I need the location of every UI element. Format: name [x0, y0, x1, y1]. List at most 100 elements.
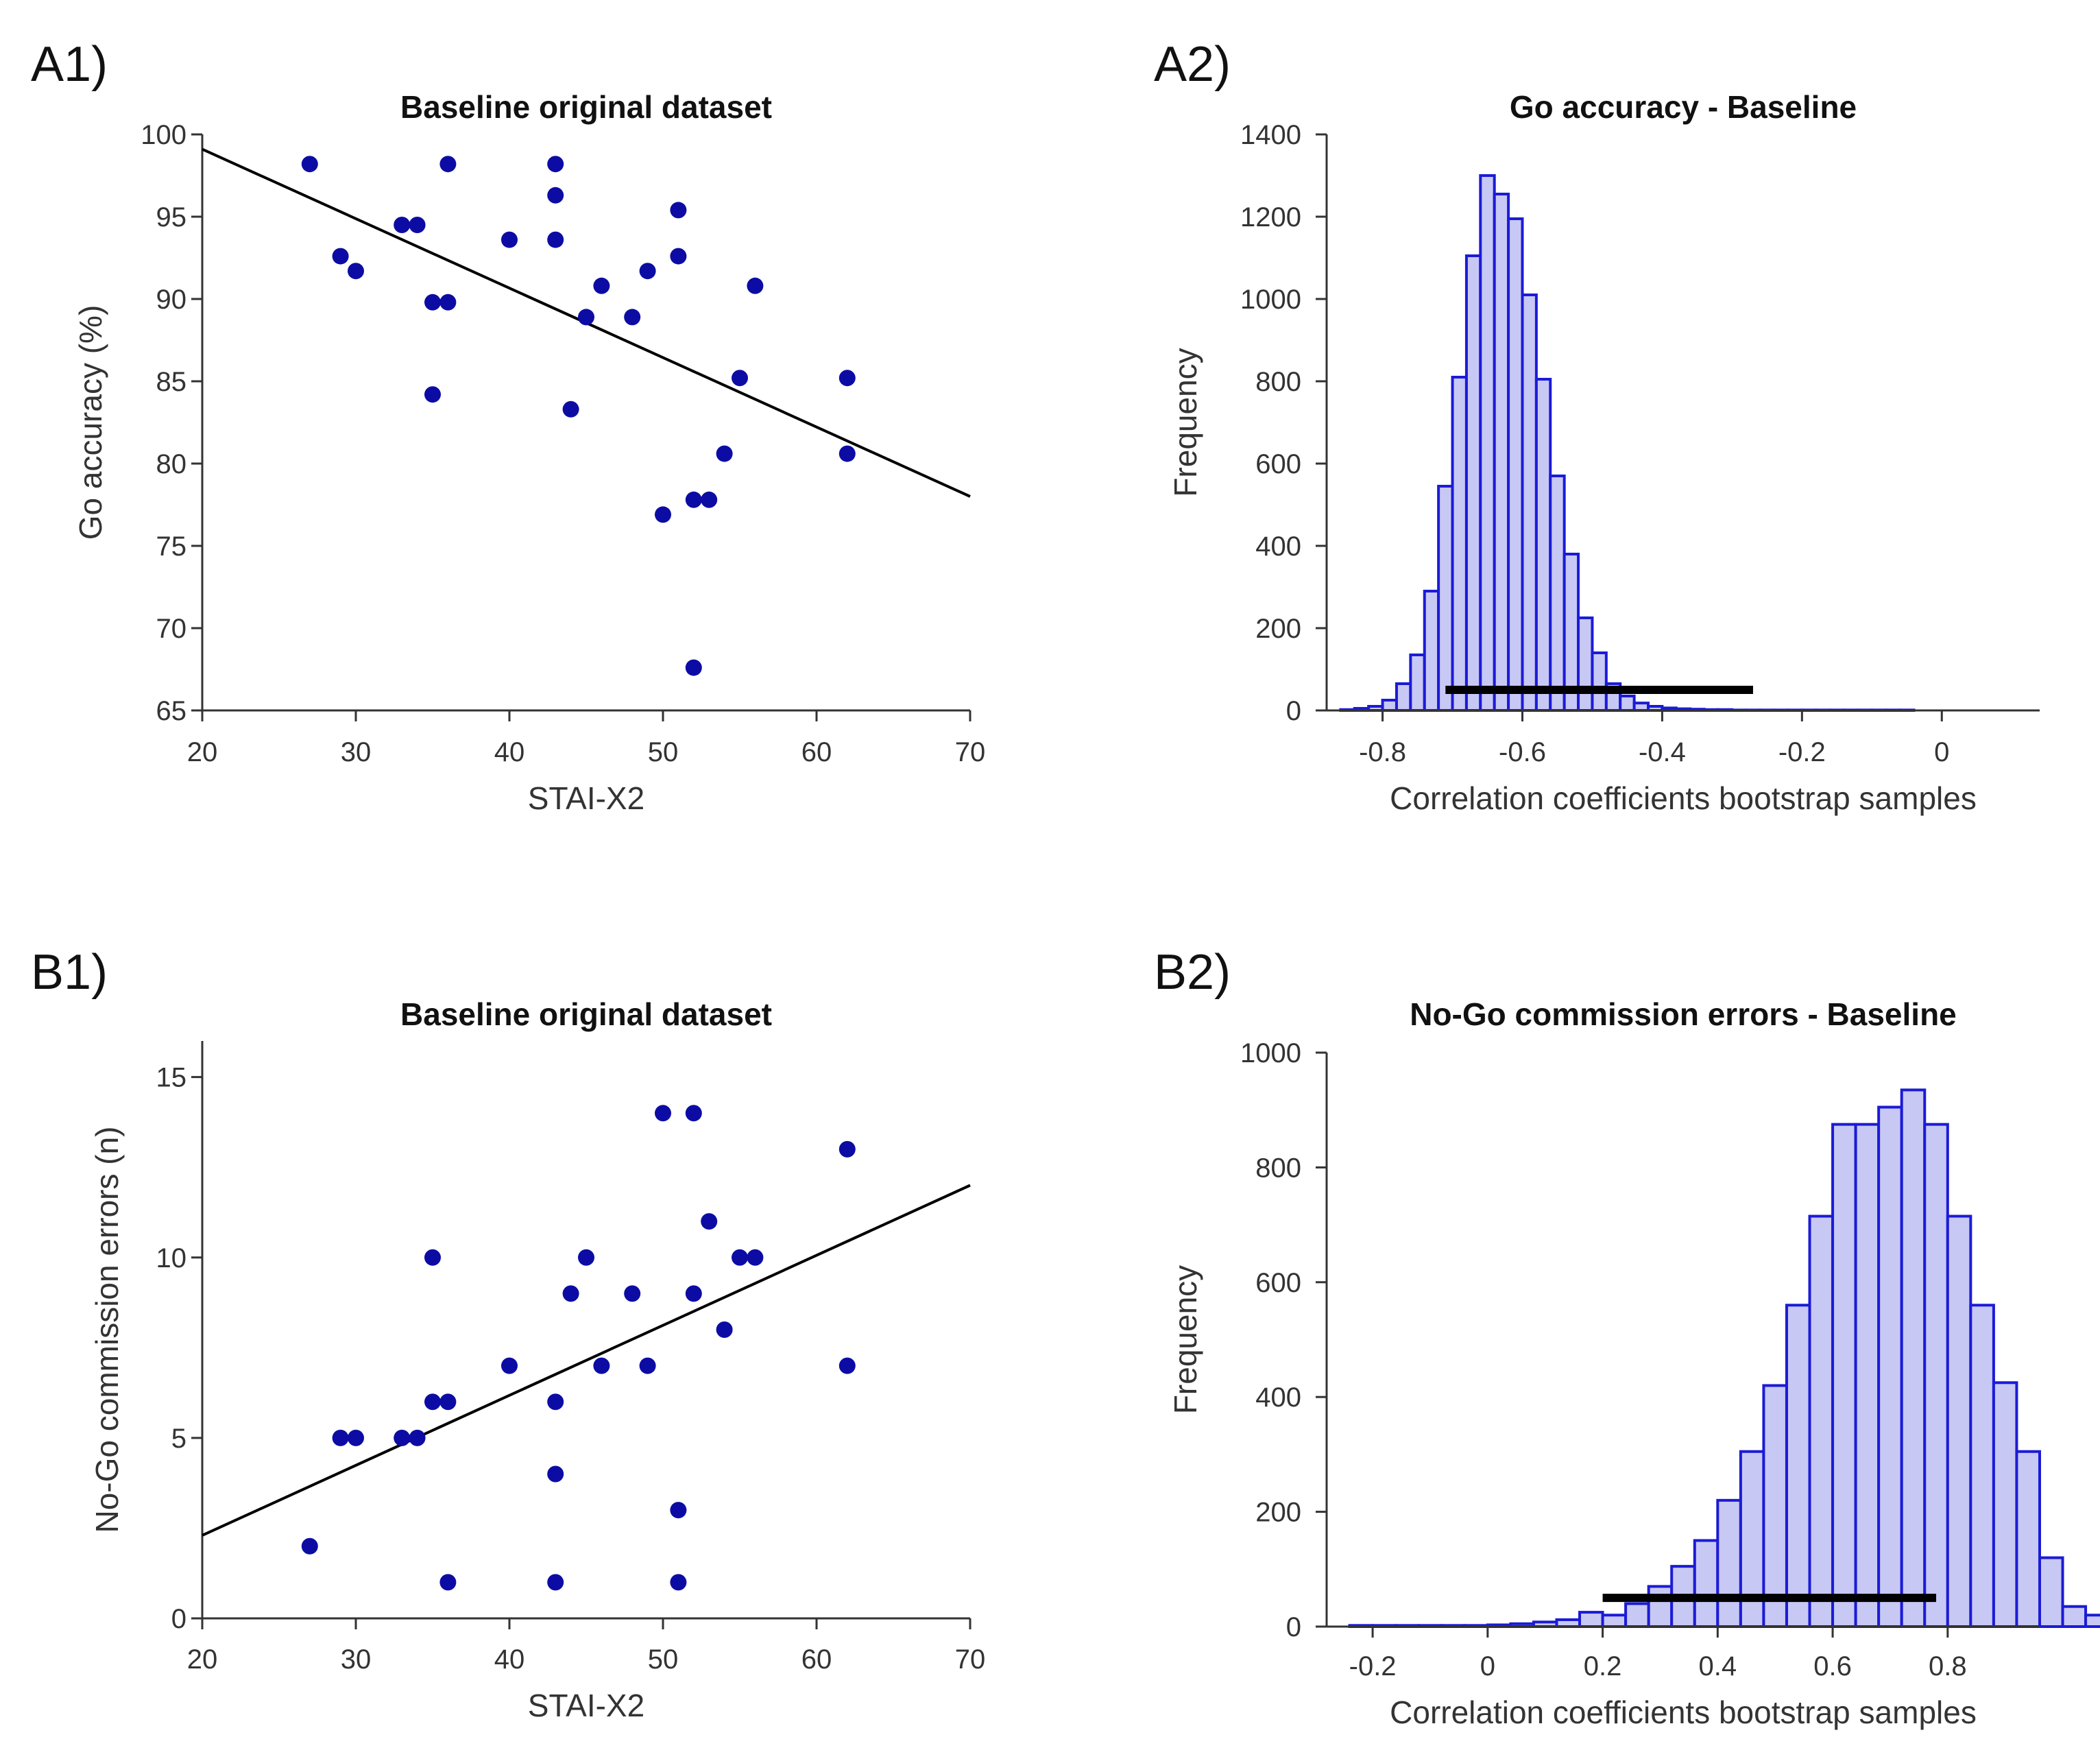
y-tick-label: 5: [171, 1424, 186, 1454]
scatter-point: [424, 294, 441, 311]
y-tick-label: 400: [1255, 1382, 1301, 1413]
scatter-point: [424, 1393, 441, 1411]
y-tick-label: 0: [171, 1604, 186, 1634]
scatter-point: [732, 370, 748, 387]
histogram-bar: [1423, 590, 1440, 712]
scatter-point: [701, 1213, 718, 1230]
histogram-bar: [1479, 174, 1496, 712]
scatter-point: [301, 156, 318, 173]
y-tick-label: 0: [1286, 696, 1301, 726]
histogram-bar: [1507, 217, 1524, 712]
scatter-point: [685, 491, 702, 508]
scatter-point: [685, 1285, 702, 1302]
scatter-point: [439, 294, 457, 311]
scatter-point: [547, 1465, 564, 1483]
x-tick-label: -0.2: [1349, 1651, 1397, 1681]
y-tick-label: 70: [156, 614, 187, 644]
y-axis-label: Frequency: [1168, 348, 1203, 496]
histogram-bar: [1464, 254, 1482, 712]
x-tick-label: 20: [187, 737, 218, 767]
y-tick-label: 100: [141, 120, 186, 150]
scatter-point: [562, 1285, 579, 1302]
x-axis-label: Correlation coefficients bootstrap sampl…: [1390, 1694, 1977, 1730]
histogram-bar: [1716, 1498, 1742, 1629]
histogram-bar: [1969, 1304, 1995, 1629]
scatter-point: [439, 1574, 457, 1591]
scatter-point: [639, 1357, 656, 1374]
y-axis-label: Frequency: [1168, 1265, 1203, 1414]
scatter-point: [501, 231, 518, 248]
y-tick-label: 1200: [1240, 202, 1301, 232]
scatter-point: [593, 277, 610, 294]
scatter-point: [578, 1249, 594, 1266]
histogram-bar: [1632, 702, 1650, 712]
histogram-bar: [1591, 651, 1608, 712]
y-tick-label: 200: [1255, 1498, 1301, 1528]
x-tick-label: -0.6: [1499, 737, 1546, 767]
scatter-point: [547, 187, 564, 204]
x-tick-label: -0.4: [1639, 737, 1686, 767]
chart-title: No-Go commission errors - Baseline: [1410, 996, 1957, 1032]
y-tick-label: 0: [1286, 1612, 1301, 1642]
scatter-point: [701, 491, 718, 508]
x-tick-label: 0.6: [1813, 1651, 1852, 1681]
chart-panel-a1: A1) Baseline original dataset 20 30 40 50 60 70…: [31, 37, 985, 816]
scatter-point: [685, 1105, 702, 1122]
histogram-bar: [2038, 1556, 2064, 1629]
scatter-point: [409, 217, 426, 233]
histogram-bar: [1923, 1123, 1949, 1628]
x-tick-label: 0.2: [1584, 1651, 1622, 1681]
scatter-point: [624, 309, 641, 326]
y-tick-label: 1000: [1240, 1038, 1301, 1068]
histogram-bar: [1647, 1585, 1674, 1628]
histogram-bar: [1946, 1214, 1972, 1629]
scatter-point: [547, 156, 564, 173]
histogram-bar: [1549, 475, 1566, 712]
scatter-point: [747, 1249, 764, 1266]
x-tick-label: 40: [494, 737, 525, 767]
scatter-point: [670, 1502, 687, 1519]
y-tick-label: 90: [156, 285, 187, 315]
histogram-bar: [2084, 1614, 2100, 1629]
histogram-bar: [1693, 1539, 1719, 1628]
y-tick-label: 10: [156, 1243, 187, 1273]
histogram-bar: [1381, 699, 1398, 712]
x-tick-label: 40: [494, 1644, 525, 1675]
y-tick-label: 800: [1255, 1153, 1301, 1183]
x-tick-label: 0.8: [1929, 1651, 1967, 1681]
x-tick-label: 60: [801, 737, 832, 767]
histogram-bar: [1808, 1214, 1835, 1629]
histogram-bar: [1437, 485, 1454, 712]
y-tick-label: 65: [156, 696, 187, 726]
histogram-bar: [1785, 1304, 1811, 1629]
histogram-bar: [1521, 294, 1538, 712]
scatter-point: [547, 1574, 564, 1591]
y-tick-label: 80: [156, 449, 187, 479]
x-tick-label: 70: [955, 737, 986, 767]
histogram-bar: [1992, 1381, 2018, 1629]
y-tick-label: 600: [1255, 1268, 1301, 1298]
histogram-bar: [1555, 1618, 1582, 1629]
x-axis-label: Correlation coefficients bootstrap sampl…: [1390, 780, 1977, 816]
scatter-point: [838, 1357, 856, 1374]
x-tick-label: 50: [648, 737, 679, 767]
x-axis-label: STAI-X2: [528, 780, 644, 816]
scatter-point: [394, 217, 411, 233]
scatter-points: [301, 1105, 856, 1591]
scatter-point: [670, 202, 687, 219]
scatter-point: [332, 248, 349, 265]
y-tick-label: 15: [156, 1063, 187, 1093]
scatter-point: [578, 309, 594, 326]
scatter-point: [409, 1429, 426, 1446]
scatter-point: [348, 1429, 364, 1446]
scatter-point: [348, 263, 364, 280]
scatter-point: [547, 1393, 564, 1411]
scatter-point: [424, 1249, 441, 1266]
histogram-bar: [1900, 1088, 1927, 1628]
chart-panel-b2: B2) No-Go commission errors - Baseline -0.…: [1154, 945, 2100, 1730]
scatter-point: [670, 1574, 687, 1591]
scatter-point: [593, 1357, 610, 1374]
histogram-bar: [1451, 376, 1468, 712]
